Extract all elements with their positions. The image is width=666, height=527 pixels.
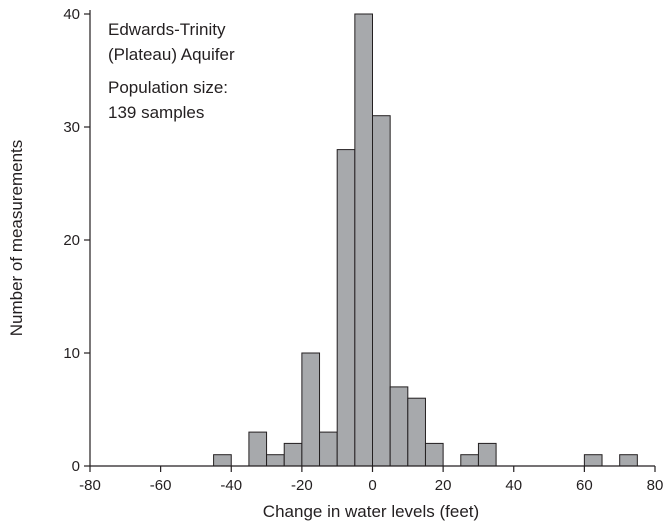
histogram-bar xyxy=(460,454,479,467)
histogram-bar xyxy=(424,442,444,467)
x-tick-label: 40 xyxy=(505,477,522,494)
tick-labels-group: -80 -60 -40 -20 0 20 40 60 80 0 10 20 30 40 xyxy=(63,6,663,494)
x-tick-label: -80 xyxy=(79,477,101,494)
histogram-bar xyxy=(319,431,338,467)
x-tick-label: 0 xyxy=(368,477,376,494)
annotation-population-line2: 139 samples xyxy=(108,103,204,122)
x-axis-title: Change in water levels (feet) xyxy=(263,502,479,521)
histogram-bar xyxy=(354,13,373,467)
y-tick-label: 20 xyxy=(63,232,80,249)
x-tick-label: 20 xyxy=(435,477,452,494)
histogram-bar xyxy=(583,454,603,467)
y-axis-title: Number of measurements xyxy=(7,140,26,337)
histogram-bar xyxy=(477,442,497,467)
x-tick-label: -20 xyxy=(291,477,313,494)
histogram-bar xyxy=(266,454,285,467)
x-tick-label: -60 xyxy=(150,477,172,494)
annotation-block: Edwards-Trinity (Plateau) Aquifer Popula… xyxy=(108,20,235,122)
y-tick-label: 0 xyxy=(72,458,80,475)
histogram-bar xyxy=(372,115,391,467)
y-tick-label: 30 xyxy=(63,119,80,136)
histogram-bar xyxy=(407,397,426,467)
x-tick-label: 80 xyxy=(647,477,664,494)
histogram-bar xyxy=(301,352,321,467)
y-tick-label: 40 xyxy=(63,6,80,23)
y-tick-label: 10 xyxy=(63,345,80,362)
annotation-aquifer-line1: Edwards-Trinity xyxy=(108,20,226,39)
histogram-bar xyxy=(283,442,303,467)
annotation-aquifer-line2: (Plateau) Aquifer xyxy=(108,45,235,64)
histogram-bar xyxy=(619,454,638,467)
axes-group xyxy=(84,10,656,472)
x-tick-label: -40 xyxy=(220,477,242,494)
bars-group xyxy=(213,13,638,467)
histogram-bar xyxy=(213,454,232,467)
histogram-bar xyxy=(248,431,268,467)
histogram-bar xyxy=(389,386,409,467)
x-tick-label: 60 xyxy=(576,477,593,494)
annotation-population-line1: Population size: xyxy=(108,78,228,97)
histogram-bar xyxy=(336,149,356,467)
